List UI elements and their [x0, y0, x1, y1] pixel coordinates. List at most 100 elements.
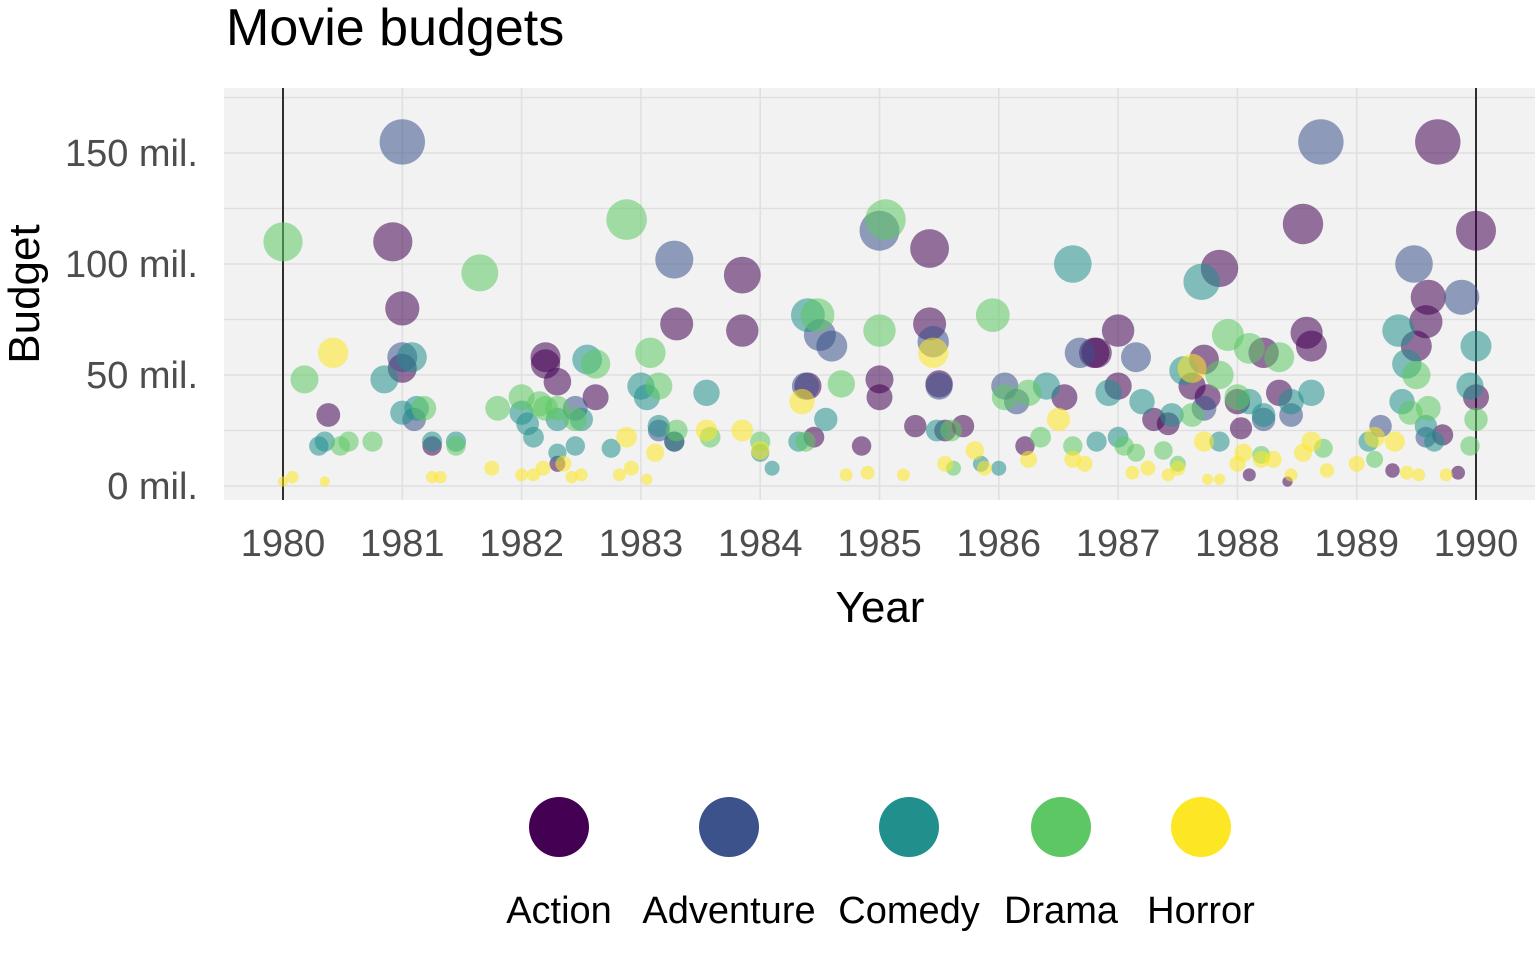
point-comedy — [565, 436, 585, 456]
point-drama — [563, 407, 587, 432]
point-comedy — [1251, 403, 1276, 427]
point-horror — [1399, 465, 1414, 480]
point-horror — [965, 441, 985, 460]
point-drama — [975, 298, 1010, 332]
point-horror — [1284, 468, 1298, 482]
x-tick-label: 1990 — [1434, 523, 1519, 565]
point-drama — [411, 395, 437, 421]
point-horror — [1384, 431, 1405, 452]
point-action — [865, 365, 894, 394]
point-adventure — [1444, 279, 1480, 315]
point-action — [1101, 314, 1135, 347]
point-horror — [612, 468, 626, 482]
point-action — [1015, 436, 1035, 456]
point-action — [1415, 119, 1461, 165]
point-action — [1385, 463, 1400, 478]
point-drama — [645, 372, 673, 400]
point-action — [723, 256, 761, 294]
point-horror — [646, 443, 665, 462]
point-horror — [535, 460, 551, 476]
legend-label-horror: Horror — [1147, 890, 1255, 932]
point-comedy — [1129, 388, 1155, 415]
point-comedy — [1382, 314, 1415, 347]
point-action — [904, 414, 927, 438]
point-horror — [1213, 473, 1226, 485]
x-tick-label: 1981 — [360, 523, 445, 565]
point-horror — [1264, 450, 1282, 468]
point-horror — [641, 473, 653, 485]
point-drama — [1030, 426, 1051, 448]
data-points — [263, 119, 1496, 487]
x-axis-title: Year — [836, 583, 925, 632]
point-horror — [574, 468, 588, 482]
point-drama — [545, 395, 570, 421]
point-action — [1456, 210, 1496, 251]
point-drama — [1233, 333, 1265, 364]
point-drama — [991, 384, 1018, 411]
point-drama — [1154, 441, 1173, 460]
point-horror — [484, 460, 500, 476]
legend-label-comedy: Comedy — [838, 890, 980, 932]
y-axis-ticks: 0 mil. 50 mil. 100 mil. 150 mil. — [65, 133, 198, 508]
point-horror — [319, 476, 330, 487]
point-comedy — [693, 379, 720, 406]
point-drama — [1180, 403, 1204, 427]
legend-swatch-action — [529, 797, 589, 857]
y-tick-label: 150 mil. — [65, 133, 198, 175]
point-drama — [580, 349, 611, 379]
point-comedy — [814, 407, 838, 432]
legend: Action Adventure Comedy Drama Horror — [506, 797, 1255, 932]
point-action — [1451, 465, 1465, 480]
point-horror — [1170, 460, 1186, 476]
point-action — [373, 222, 413, 262]
point-drama — [446, 436, 466, 456]
point-action — [1410, 279, 1446, 315]
point-horror — [515, 468, 529, 482]
point-adventure — [925, 372, 953, 400]
point-comedy — [991, 460, 1007, 476]
legend-label-action: Action — [506, 890, 612, 932]
point-action — [1242, 468, 1256, 482]
point-drama — [338, 431, 359, 452]
legend-label-drama: Drama — [1004, 890, 1119, 932]
point-horror — [937, 455, 954, 472]
legend-swatch-comedy — [879, 797, 939, 857]
point-horror — [1348, 455, 1365, 472]
point-adventure — [1298, 119, 1344, 165]
legend-swatch-adventure — [699, 797, 759, 857]
point-horror — [286, 470, 299, 484]
y-axis-title: Budget — [0, 224, 49, 363]
point-horror — [1252, 450, 1270, 468]
x-tick-label: 1984 — [718, 523, 803, 565]
point-horror — [1319, 463, 1335, 478]
legend-label-adventure: Adventure — [642, 890, 815, 932]
point-horror — [789, 388, 815, 415]
point-drama — [1460, 436, 1480, 456]
x-tick-label: 1988 — [1195, 523, 1280, 565]
point-horror — [1020, 450, 1038, 468]
point-horror — [1234, 443, 1253, 462]
point-drama — [485, 395, 511, 421]
point-comedy — [1086, 431, 1107, 452]
point-comedy — [1209, 431, 1230, 452]
point-horror — [750, 441, 770, 460]
y-tick-label: 50 mil. — [86, 355, 198, 397]
point-drama — [865, 199, 906, 240]
point-action — [316, 403, 341, 427]
point-horror — [434, 470, 447, 484]
point-horror — [1439, 468, 1453, 482]
point-horror — [565, 470, 578, 484]
x-axis-ticks: 1980 1981 1982 1983 1984 1985 1986 1987 1988 1989… — [241, 523, 1519, 565]
point-comedy — [1456, 372, 1484, 400]
y-tick-label: 0 mil. — [107, 466, 198, 508]
x-tick-label: 1980 — [241, 523, 326, 565]
point-adventure — [1121, 342, 1151, 373]
point-comedy — [1460, 330, 1492, 362]
point-adventure — [1064, 337, 1096, 368]
point-action — [385, 291, 420, 326]
point-horror — [731, 419, 754, 442]
point-comedy — [764, 460, 780, 476]
point-horror — [1301, 431, 1322, 452]
point-action — [582, 384, 609, 411]
